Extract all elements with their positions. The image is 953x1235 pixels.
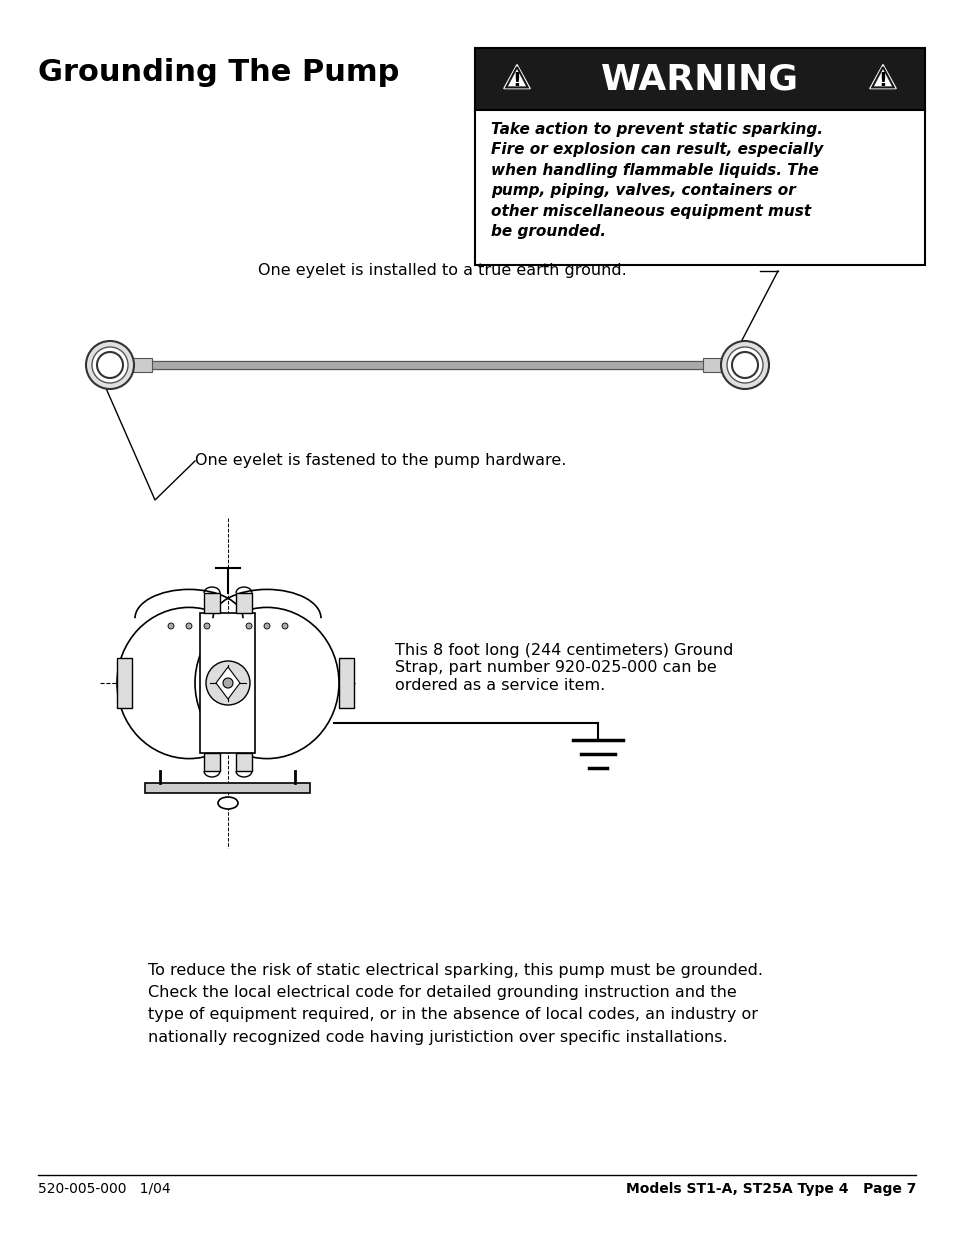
- Polygon shape: [506, 67, 527, 88]
- Ellipse shape: [117, 608, 261, 758]
- Circle shape: [246, 622, 252, 629]
- Bar: [702, 358, 722, 372]
- Circle shape: [91, 347, 128, 383]
- Text: Models ST1-A, ST25A Type 4   Page 7: Models ST1-A, ST25A Type 4 Page 7: [625, 1182, 915, 1195]
- Bar: [338, 658, 354, 708]
- Bar: [146, 783, 310, 793]
- Bar: [235, 753, 252, 771]
- Text: One eyelet is installed to a true earth ground.: One eyelet is installed to a true earth …: [257, 263, 626, 278]
- Polygon shape: [871, 67, 893, 88]
- Circle shape: [86, 341, 133, 389]
- Bar: [204, 753, 220, 771]
- Polygon shape: [215, 667, 240, 699]
- Circle shape: [97, 352, 123, 378]
- Bar: [132, 358, 152, 372]
- Text: WARNING: WARNING: [600, 62, 799, 96]
- Bar: [475, 48, 924, 110]
- Text: !: !: [878, 70, 886, 90]
- Circle shape: [206, 661, 250, 705]
- Circle shape: [223, 678, 233, 688]
- Text: This 8 foot long (244 centimeters) Ground
Strap, part number 920-025-000 can be
: This 8 foot long (244 centimeters) Groun…: [395, 643, 733, 693]
- Bar: [235, 593, 252, 613]
- Bar: [475, 110, 924, 266]
- Text: !: !: [512, 70, 521, 90]
- Circle shape: [168, 622, 173, 629]
- Circle shape: [731, 352, 758, 378]
- Circle shape: [204, 622, 210, 629]
- Bar: [204, 593, 220, 613]
- Circle shape: [726, 347, 762, 383]
- Bar: [200, 613, 255, 753]
- Polygon shape: [503, 64, 530, 89]
- Ellipse shape: [194, 608, 338, 758]
- Circle shape: [720, 341, 768, 389]
- Ellipse shape: [218, 797, 237, 809]
- Bar: [117, 658, 132, 708]
- Text: To reduce the risk of static electrical sparking, this pump must be grounded.
Ch: To reduce the risk of static electrical …: [148, 963, 762, 1045]
- Circle shape: [186, 622, 192, 629]
- Polygon shape: [869, 64, 895, 89]
- Text: 520-005-000   1/04: 520-005-000 1/04: [38, 1182, 171, 1195]
- Circle shape: [264, 622, 270, 629]
- Text: Take action to prevent static sparking.
Fire or explosion can result, especially: Take action to prevent static sparking. …: [491, 122, 822, 240]
- Circle shape: [282, 622, 288, 629]
- Text: One eyelet is fastened to the pump hardware.: One eyelet is fastened to the pump hardw…: [194, 453, 566, 468]
- Text: Grounding The Pump: Grounding The Pump: [38, 58, 399, 86]
